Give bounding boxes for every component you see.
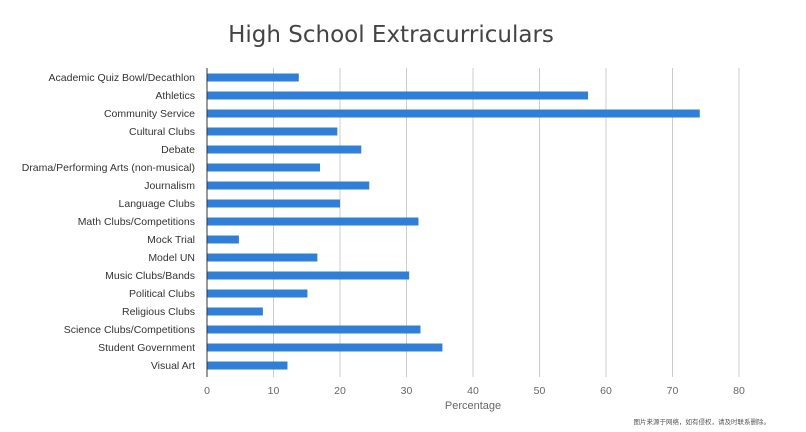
bar [207, 289, 308, 298]
category-label: Math Clubs/Competitions [78, 216, 195, 228]
bar [207, 325, 421, 334]
category-label: Religious Clubs [122, 306, 195, 318]
x-tick-label: 0 [204, 385, 210, 397]
bar [207, 163, 321, 172]
category-label: Community Service [104, 108, 195, 120]
bar [207, 73, 299, 82]
category-labels: Academic Quiz Bowl/Decathlon Athletics Com… [22, 72, 196, 372]
x-axis-title: Percentage [445, 400, 501, 412]
bar [207, 145, 362, 154]
category-label: Language Clubs [119, 198, 195, 210]
category-label: Debate [161, 144, 195, 156]
bar [207, 109, 700, 118]
category-label: Visual Art [151, 360, 195, 372]
category-label: Political Clubs [129, 288, 195, 300]
x-tick-label: 50 [534, 385, 546, 397]
x-tick-labels: 0 10 20 30 40 50 60 70 80 [204, 385, 745, 397]
bar [207, 127, 338, 136]
category-label: Science Clubs/Competitions [64, 324, 195, 336]
bar [207, 361, 288, 370]
x-tick-label: 60 [600, 385, 612, 397]
category-label: Cultural Clubs [129, 126, 195, 138]
x-tick-label: 70 [667, 385, 679, 397]
category-label: Drama/Performing Arts (non-musical) [22, 162, 195, 174]
bar [207, 235, 239, 244]
bars [207, 73, 700, 370]
category-label: Music Clubs/Bands [105, 270, 195, 282]
x-tick-label: 30 [401, 385, 413, 397]
bar [207, 343, 443, 352]
bar [207, 271, 410, 280]
watermark-text: 图片来源于网络，如有侵权，请及时联系删除。 [634, 417, 771, 426]
category-label: Athletics [155, 90, 195, 102]
category-label: Model UN [148, 252, 195, 264]
category-label: Student Government [98, 342, 195, 354]
bar [207, 307, 263, 316]
x-tick-label: 80 [733, 385, 745, 397]
bar [207, 253, 318, 262]
bar [207, 199, 340, 208]
category-label: Mock Trial [147, 234, 195, 246]
x-tick-label: 20 [334, 385, 346, 397]
bar [207, 181, 370, 190]
x-tick-label: 10 [268, 385, 280, 397]
x-tick-label: 40 [467, 385, 479, 397]
category-label: Journalism [144, 180, 195, 192]
chart-title: High School Extracurriculars [228, 22, 554, 48]
bar [207, 91, 589, 100]
bar [207, 217, 419, 226]
category-label: Academic Quiz Bowl/Decathlon [49, 72, 196, 84]
